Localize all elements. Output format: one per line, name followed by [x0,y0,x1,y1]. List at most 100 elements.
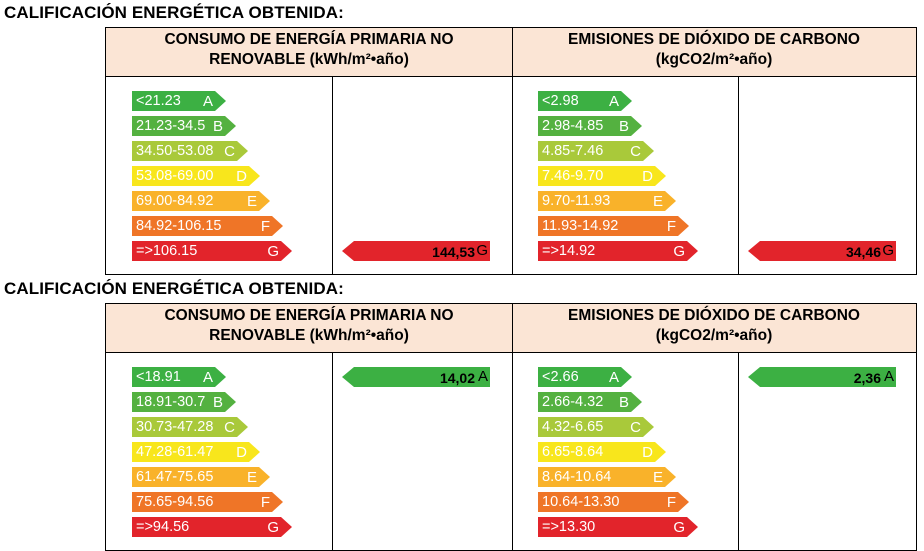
rating-bar-f: 84.92-106.15 F [132,216,283,236]
rating-range: 84.92-106.15 [136,218,222,234]
certificate-section: CALIFICACIÓN ENERGÉTICA OBTENIDA: CONSUMO… [0,3,924,275]
rating-bar-b: 2.66-4.32 B [538,392,642,412]
rating-range: 47.28-61.47 [136,444,214,460]
rating-letter: A [202,93,213,110]
consumo-header: CONSUMO DE ENERGÍA PRIMARIA NO RENOVABLE … [106,28,512,76]
rating-letter: B [212,118,223,135]
rating-bar-e: 9.70-11.93 E [538,191,676,211]
table-header-row: CONSUMO DE ENERGÍA PRIMARIA NO RENOVABLE … [106,304,916,353]
rating-letter: A [608,93,619,110]
inner-divider [332,76,333,274]
rating-letter: A [202,369,213,386]
rating-range: 9.70-11.93 [542,193,611,209]
rating-letter: G [673,519,685,536]
result-value: 14,02 [439,370,475,386]
rating-range: 10.64-13.30 [542,494,620,510]
rating-bar-f: 10.64-13.30 F [538,492,689,512]
rating-range: 4.32-6.65 [542,419,604,435]
rating-bar-c: 30.73-47.28 C [132,417,248,437]
rating-bar-g: =>94.56 G [132,517,292,537]
rating-letter: B [618,394,629,411]
rating-range: 61.47-75.65 [136,469,214,485]
inner-divider [332,352,333,550]
result-value: 144,53 [432,244,475,260]
rating-range: 11.93-14.92 [542,218,619,234]
consumo-header-line1: CONSUMO DE ENERGÍA PRIMARIA NO [164,31,454,48]
rating-bar-e: 61.47-75.65 E [132,467,270,487]
rating-range: 69.00-84.92 [136,193,214,209]
rating-bar-c: 4.32-6.65 C [538,417,654,437]
rating-letter: F [260,494,270,511]
rating-range: 53.08-69.00 [136,168,214,184]
rating-bar-c: 4.85-7.46 C [538,141,654,161]
rating-letter: B [212,394,223,411]
rating-letter: E [246,469,257,486]
rating-bar-g: =>14.92 G [538,241,698,261]
rating-letter: E [652,193,663,210]
rating-letter: C [630,419,641,436]
rating-letter: E [246,193,257,210]
result-value: 34,46 [845,244,881,260]
rating-bar-e: 69.00-84.92 E [132,191,270,211]
rating-letter: E [652,469,663,486]
result-letter: A [883,368,894,385]
rating-bar-g: =>13.30 G [538,517,698,537]
rating-bar-f: 11.93-14.92 F [538,216,689,236]
rating-letter: F [260,218,270,235]
section-title: CALIFICACIÓN ENERGÉTICA OBTENIDA: [4,3,344,22]
rating-range: 2.66-4.32 [542,394,604,410]
consumo-header-line1: CONSUMO DE ENERGÍA PRIMARIA NO [164,307,454,324]
rating-range: =>13.30 [542,519,596,535]
rating-bar-e: 8.64-10.64 E [538,467,676,487]
rating-range: 30.73-47.28 [136,419,214,435]
rating-letter: C [224,143,235,160]
rating-bar-b: 21.23-34.5 B [132,116,236,136]
rating-range: 34.50-53.08 [136,143,214,159]
rating-letter: D [642,168,653,185]
rating-bar-a: <18.91 A [132,367,226,387]
consumo-header: CONSUMO DE ENERGÍA PRIMARIA NO RENOVABLE … [106,304,512,352]
column-divider [512,304,513,550]
consumo-result-arrow: 14,02 A [342,367,490,387]
rating-letter: C [630,143,641,160]
rating-bar-d: 7.46-9.70 D [538,166,666,186]
rating-letter: B [618,118,629,135]
section-title: CALIFICACIÓN ENERGÉTICA OBTENIDA: [4,279,344,298]
rating-bar-f: 75.65-94.56 F [132,492,283,512]
rating-letter: D [236,444,247,461]
inner-divider [738,352,739,550]
rating-range: <18.91 [136,369,181,385]
rating-range: 21.23-34.5 [136,118,206,134]
rating-range: 7.46-9.70 [542,168,604,184]
emisiones-header: EMISIONES DE DIÓXIDO DE CARBONO (kgCO2/m²… [512,28,916,76]
rating-bar-a: <2.66 A [538,367,632,387]
emisiones-header-line2: (kgCO2/m²•año) [655,327,773,344]
result-letter: G [882,242,894,259]
result-letter: A [477,368,488,385]
rating-range: =>94.56 [136,519,190,535]
emisiones-header-line1: EMISIONES DE DIÓXIDO DE CARBONO [568,307,860,324]
rating-range: 18.91-30.7 [136,394,206,410]
rating-range: 4.85-7.46 [542,143,604,159]
consumo-result-arrow: 144,53 G [342,241,490,261]
rating-bar-d: 53.08-69.00 D [132,166,260,186]
rating-range: 8.64-10.64 [542,469,612,485]
rating-table: CONSUMO DE ENERGÍA PRIMARIA NO RENOVABLE … [105,303,917,551]
consumo-header-line2: RENOVABLE (kWh/m²•año) [209,51,409,68]
rating-table: CONSUMO DE ENERGÍA PRIMARIA NO RENOVABLE … [105,27,917,275]
rating-range: <21.23 [136,93,181,109]
emisiones-header: EMISIONES DE DIÓXIDO DE CARBONO (kgCO2/m²… [512,304,916,352]
rating-bar-a: <2.98 A [538,91,632,111]
rating-range: 2.98-4.85 [542,118,604,134]
rating-letter: G [673,243,685,260]
rating-letter: C [224,419,235,436]
rating-range: <2.98 [542,93,579,109]
rating-range: =>14.92 [542,243,596,259]
inner-divider [738,76,739,274]
rating-range: 75.65-94.56 [136,494,214,510]
rating-letter: D [236,168,247,185]
emisiones-header-line2: (kgCO2/m²•año) [655,51,773,68]
rating-letter: F [666,218,676,235]
rating-bar-g: =>106.15 G [132,241,292,261]
emisiones-result-arrow: 2,36 A [748,367,896,387]
